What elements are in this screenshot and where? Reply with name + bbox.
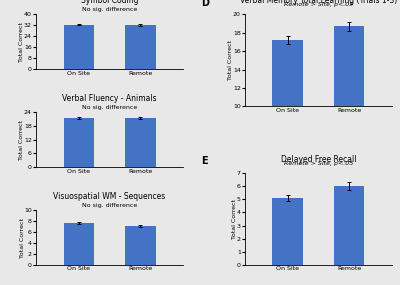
Bar [125,226,156,265]
Title: Visuospatial WM - Sequences: Visuospatial WM - Sequences [54,192,166,201]
Bar [125,25,156,69]
Title: Verbal Memory Total Learning (Trials 1-3): Verbal Memory Total Learning (Trials 1-3… [240,0,397,5]
Bar [334,26,364,199]
Text: No sig. difference: No sig. difference [82,105,137,110]
Text: Remote > Site, p<.05: Remote > Site, p<.05 [284,161,353,166]
Text: D: D [201,0,209,8]
Bar [64,25,94,69]
Y-axis label: Total Correct: Total Correct [20,217,24,258]
Text: No sig. difference: No sig. difference [82,203,137,208]
Y-axis label: Total Correct: Total Correct [19,120,24,160]
Bar [334,186,364,265]
Bar [64,118,94,167]
Bar [272,40,303,199]
Y-axis label: Total Correct: Total Correct [232,199,237,239]
Bar [64,223,94,265]
Title: Delayed Free Recall: Delayed Free Recall [281,155,356,164]
Y-axis label: Total Correct: Total Correct [19,22,24,62]
Title: Symbol Coding: Symbol Coding [81,0,138,5]
Text: No sig. difference: No sig. difference [82,7,137,12]
Bar [125,118,156,167]
Title: Verbal Fluency - Animals: Verbal Fluency - Animals [62,94,157,103]
Bar [272,198,303,265]
Y-axis label: Total Correct: Total Correct [228,40,233,80]
Text: Remote > Site, p<.05: Remote > Site, p<.05 [284,2,353,7]
Text: E: E [201,156,207,166]
